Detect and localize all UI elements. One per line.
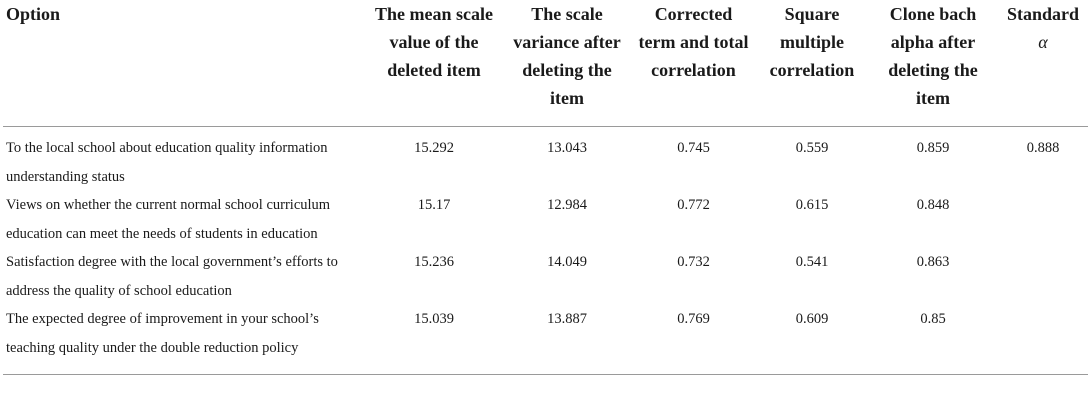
cell-option: To the local school about education qual… [6, 140, 328, 185]
cell-option: Satisfaction degree with the local gover… [6, 254, 338, 299]
cell-clone: 0.848 [916, 197, 950, 213]
table-row: Satisfaction degree with the local gover… [3, 248, 1088, 305]
cell-option: The expected degree of improvement in yo… [6, 311, 319, 356]
cell-square: 0.559 [795, 140, 829, 156]
table-row: The expected degree of improvement in yo… [3, 305, 1088, 375]
header-standard: Standard α [998, 0, 1088, 127]
header-clone: Clone bach alpha after deleting the item [888, 4, 978, 108]
cell-square: 0.541 [795, 254, 829, 270]
header-square: Square multiple correlation [769, 4, 855, 80]
header-standard-symbol: α [1038, 32, 1048, 52]
header-row: Option The mean scale value of the delet… [3, 0, 1088, 127]
cell-corrected: 0.772 [677, 197, 710, 213]
cell-mean: 15.292 [414, 140, 454, 156]
cell-standard [998, 305, 1088, 375]
header-corrected: Corrected term and total correlation [638, 4, 749, 80]
cell-square: 0.615 [795, 197, 829, 213]
cell-clone: 0.859 [916, 140, 950, 156]
cell-corrected: 0.745 [677, 140, 710, 156]
cell-variance: 14.049 [547, 254, 587, 270]
cell-variance: 13.887 [547, 311, 587, 327]
table-row: To the local school about education qual… [3, 127, 1088, 192]
cell-standard: 0.888 [1026, 140, 1060, 156]
header-mean: The mean scale value of the deleted item [375, 4, 493, 80]
cell-corrected: 0.732 [677, 254, 710, 270]
header-standard-label: Standard [1006, 4, 1080, 24]
cell-corrected: 0.769 [677, 311, 710, 327]
reliability-table: Option The mean scale value of the delet… [3, 0, 1088, 375]
cell-option: Views on whether the current normal scho… [6, 197, 331, 242]
cell-standard [998, 248, 1088, 305]
cell-mean: 15.17 [417, 197, 451, 213]
cell-variance: 13.043 [547, 140, 587, 156]
cell-clone: 0.863 [916, 254, 950, 270]
table-row: Views on whether the current normal scho… [3, 191, 1088, 248]
cell-standard [998, 191, 1088, 248]
cell-mean: 15.039 [414, 311, 454, 327]
cell-variance: 12.984 [547, 197, 587, 213]
cell-mean: 15.236 [414, 254, 454, 270]
header-option: Option [6, 4, 61, 24]
header-variance: The scale variance after deleting the it… [513, 4, 621, 108]
cell-square: 0.609 [795, 311, 829, 327]
cell-clone: 0.85 [920, 311, 946, 327]
